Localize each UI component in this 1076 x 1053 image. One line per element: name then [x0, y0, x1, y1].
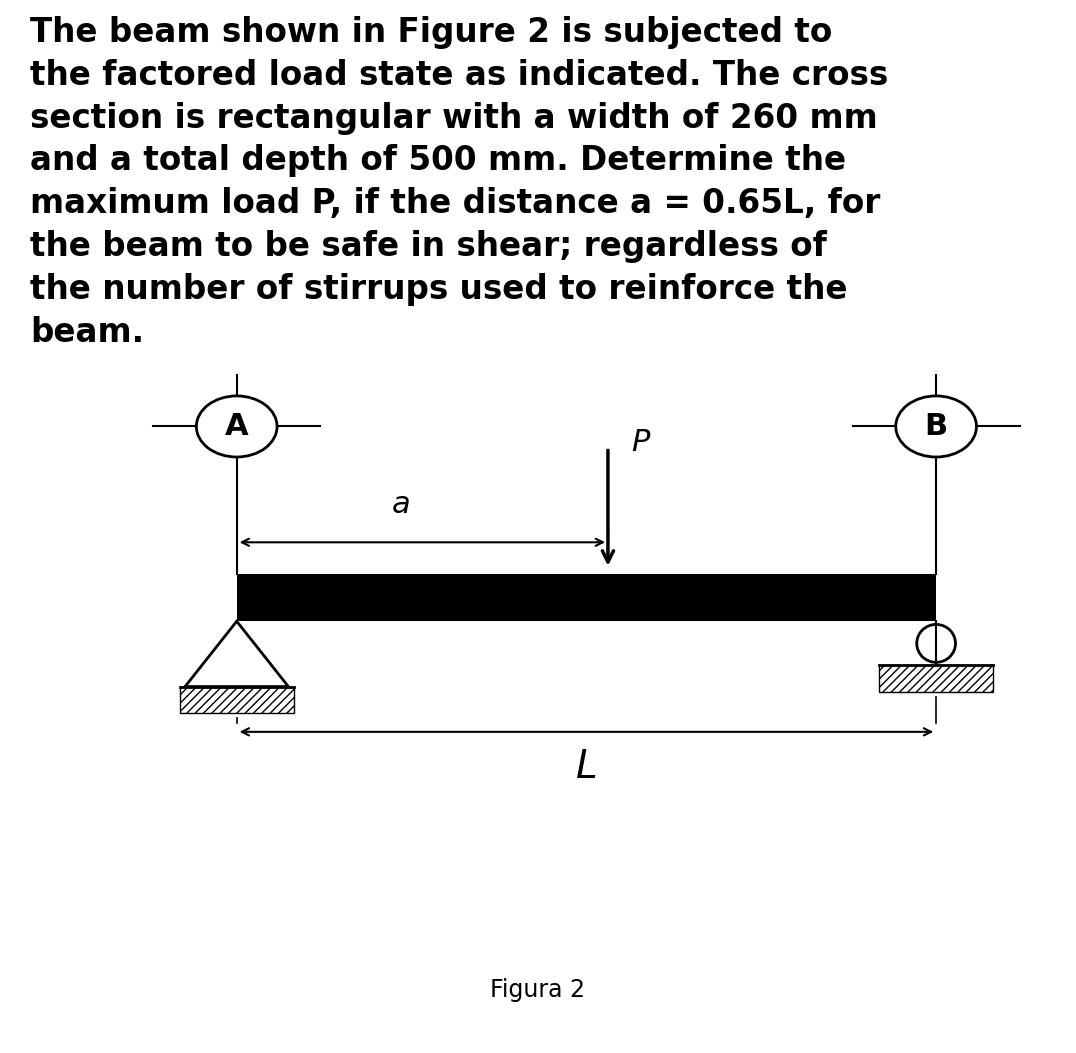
Text: B: B — [924, 412, 948, 441]
Text: Figura 2: Figura 2 — [491, 978, 585, 1002]
Bar — [180, 687, 294, 713]
Ellipse shape — [895, 396, 977, 457]
Text: L: L — [576, 748, 597, 786]
Text: The beam shown in Figure 2 is subjected to
the factored load state as indicated.: The beam shown in Figure 2 is subjected … — [30, 16, 889, 349]
Circle shape — [917, 624, 955, 662]
Ellipse shape — [196, 396, 278, 457]
Text: a: a — [392, 490, 410, 519]
Bar — [237, 574, 936, 621]
Text: P: P — [632, 428, 650, 457]
Text: A: A — [225, 412, 249, 441]
Bar — [879, 665, 993, 692]
